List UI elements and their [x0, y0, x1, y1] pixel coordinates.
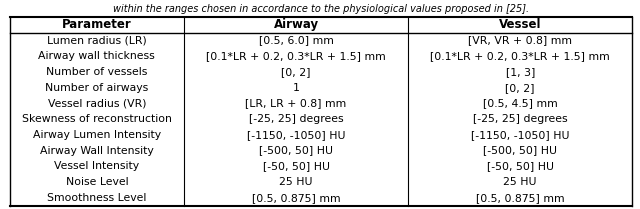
Text: [-50, 50] HU: [-50, 50] HU: [486, 161, 554, 171]
Text: [-25, 25] degrees: [-25, 25] degrees: [249, 114, 344, 124]
Text: Airway Lumen Intensity: Airway Lumen Intensity: [33, 130, 161, 140]
Text: Vessel: Vessel: [499, 18, 541, 31]
Text: [-500, 50] HU: [-500, 50] HU: [259, 145, 333, 155]
Text: [LR, LR + 0.8] mm: [LR, LR + 0.8] mm: [245, 98, 347, 108]
Text: [0.5, 4.5] mm: [0.5, 4.5] mm: [483, 98, 557, 108]
Text: Parameter: Parameter: [62, 18, 132, 31]
Text: [0.1*LR + 0.2, 0.3*LR + 1.5] mm: [0.1*LR + 0.2, 0.3*LR + 1.5] mm: [430, 51, 610, 61]
Text: [0, 2]: [0, 2]: [282, 67, 311, 77]
Text: Lumen radius (LR): Lumen radius (LR): [47, 36, 147, 45]
Text: [-1150, -1050] HU: [-1150, -1050] HU: [247, 130, 346, 140]
Text: [-25, 25] degrees: [-25, 25] degrees: [473, 114, 568, 124]
Text: Smoothness Level: Smoothness Level: [47, 193, 147, 203]
Text: Airway wall thickness: Airway wall thickness: [38, 51, 156, 61]
Text: 25 HU: 25 HU: [504, 177, 537, 187]
Text: Airway Wall Intensity: Airway Wall Intensity: [40, 145, 154, 155]
Text: [0.1*LR + 0.2, 0.3*LR + 1.5] mm: [0.1*LR + 0.2, 0.3*LR + 1.5] mm: [206, 51, 386, 61]
Text: [1, 3]: [1, 3]: [506, 67, 535, 77]
Text: Number of airways: Number of airways: [45, 83, 148, 93]
Text: [-500, 50] HU: [-500, 50] HU: [483, 145, 557, 155]
Text: Vessel radius (VR): Vessel radius (VR): [47, 98, 146, 108]
Text: Vessel Intensity: Vessel Intensity: [54, 161, 140, 171]
Text: [-1150, -1050] HU: [-1150, -1050] HU: [471, 130, 570, 140]
Text: Noise Level: Noise Level: [65, 177, 128, 187]
Text: [0.5, 6.0] mm: [0.5, 6.0] mm: [259, 36, 333, 45]
Text: Skewness of reconstruction: Skewness of reconstruction: [22, 114, 172, 124]
Text: [0.5, 0.875] mm: [0.5, 0.875] mm: [252, 193, 340, 203]
Text: Airway: Airway: [273, 18, 319, 31]
Text: [0, 2]: [0, 2]: [506, 83, 535, 93]
Text: within the ranges chosen in accordance to the physiological values proposed in [: within the ranges chosen in accordance t…: [113, 4, 529, 14]
Text: 1: 1: [292, 83, 300, 93]
Text: [-50, 50] HU: [-50, 50] HU: [262, 161, 330, 171]
Text: Number of vessels: Number of vessels: [46, 67, 147, 77]
Text: [VR, VR + 0.8] mm: [VR, VR + 0.8] mm: [468, 36, 572, 45]
Text: 25 HU: 25 HU: [279, 177, 313, 187]
Text: [0.5, 0.875] mm: [0.5, 0.875] mm: [476, 193, 564, 203]
